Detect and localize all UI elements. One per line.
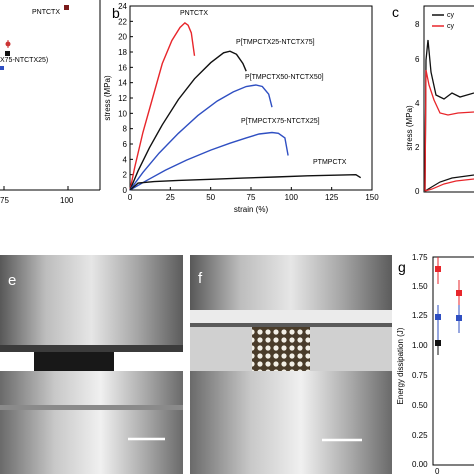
series-line-0 [129,21,196,191]
y-tick-label: 24 [118,2,127,11]
panel-a-point [64,5,69,10]
panel-a-middle-label: X75-NTCTX25) [0,57,48,64]
y-tick-label: 20 [118,33,127,42]
series-line-4 [129,173,362,191]
panel-c-legend-label: cy [447,12,455,19]
series-label-2: P[TMPCTX50-NTCTX50] [245,74,324,81]
photo-e-bottom-plate [0,371,183,474]
series-label-1: P[TMPCTX25-NTCTX75] [236,39,315,46]
panel-a-right-label: PNTCTX [32,9,60,16]
photo-e-letter: e [8,272,16,289]
photo-f-glass-edge [190,323,392,327]
panel-g-y-tick-label: 1.75 [412,253,428,262]
y-tick-label: 8 [123,125,128,134]
panel-c-curve-black [424,39,474,192]
panel-a: PNTCTX X75-NTCTX25) 75 100 [0,0,101,205]
panel-c: c stress (MPa) 0 2 4 6 8 cy cy [392,4,474,196]
y-tick-label: 0 [123,186,128,195]
panel-g-x-tick-label: 0 [435,467,440,474]
panel-b-letter: b [112,5,120,21]
series-label-3: P[TMPCTX75-NTCTX25] [241,118,320,125]
y-tick-label: 12 [118,94,127,103]
photo-f-lattice-sample [252,327,310,373]
y-tick-label: 22 [118,17,127,26]
panel-g-point-red [435,266,441,272]
panel-c-frame [423,5,474,193]
panel-a-x-tick-label: 100 [60,196,74,205]
panel-g-point-blue2 [456,315,462,321]
photo-panel-f: f [190,255,392,474]
panel-a-point [0,66,4,70]
x-tick-label: 50 [206,193,215,202]
panel-c-y-tick-label: 2 [415,143,420,152]
panel-c-y-tick-label: 0 [415,187,420,196]
stress-strain-chart: 0 25 50 75 100 125 150024681012141618202224str… [103,2,379,214]
panel-c-y-tick-label: 6 [415,55,420,64]
panel-c-legend-label: cy [447,23,455,30]
panel-g-y-tick-label: 0.50 [412,401,428,410]
panel-g-y-tick-label: 0.75 [412,371,428,380]
series-line-2 [129,84,273,191]
y-tick-label: 18 [118,48,127,57]
x-tick-label: 150 [365,193,379,202]
panel-g-point-black [435,340,441,346]
y-tick-label: 14 [118,79,127,88]
y-tick-label: 16 [118,63,127,72]
panel-g-letter: g [398,259,406,275]
x-tick-label: 100 [285,193,299,202]
y-tick-label: 2 [123,171,128,180]
series-label-0: PNTCTX [180,10,208,17]
photo-e-bottom-shadow [0,405,183,410]
panel-g-y-tick-label: 1.50 [412,282,428,291]
panel-c-y-tick-label: 4 [415,99,420,108]
panel-a-x-tick-label: 75 [0,196,9,205]
x-axis-label: strain (%) [234,205,269,214]
panel-g-frame [432,256,474,466]
panel-g-y-tick-label: 0.25 [412,431,428,440]
panel-g-y-tick-label: 0.00 [412,460,428,469]
panel-c-curve-red [424,69,474,192]
y-tick-label: 6 [123,140,128,149]
photo-f-bottom-plate [190,371,392,474]
panel-c-letter: c [392,4,399,20]
photo-e-compressed-sample [34,352,114,372]
series-line-1 [129,50,247,191]
panel-g-y-tick-label: 1.25 [412,311,428,320]
photo-panel-e: e [0,255,183,474]
y-axis-label: stress (MPa) [103,75,112,121]
y-tick-label: 4 [123,155,128,164]
panel-c-curve-black-low [424,174,474,192]
panel-a-point [5,51,10,56]
photo-e-top-plate [0,255,183,351]
panel-g-y-tick-label: 1.00 [412,341,428,350]
photo-f-letter: f [198,270,203,287]
panel-c-ylabel: stress (MPa) [405,105,414,151]
photo-f-top-plate [190,255,392,310]
series-line-3 [129,131,289,191]
panel-g: g Energy dissipation (J) 0.00 0.25 0.50 … [396,253,474,474]
panel-g-point-red2 [456,290,462,296]
panel-c-y-tick-label: 8 [415,20,420,29]
panel-g-ylabel: Energy dissipation (J) [396,327,405,404]
y-tick-label: 10 [118,109,127,118]
series-label-4: PTMPCTX [313,159,347,166]
x-tick-label: 75 [247,193,256,202]
panel-c-curve-red-low [424,178,474,192]
x-tick-label: 0 [128,193,133,202]
x-tick-label: 25 [166,193,175,202]
x-tick-label: 125 [325,193,339,202]
photo-f-glass [190,310,392,324]
panel-b: b 0 25 50 75 100 125 150024681012141618202224s… [103,2,379,214]
photo-e-top-plate-edge [0,345,183,352]
panel-g-point-blue [435,314,441,320]
